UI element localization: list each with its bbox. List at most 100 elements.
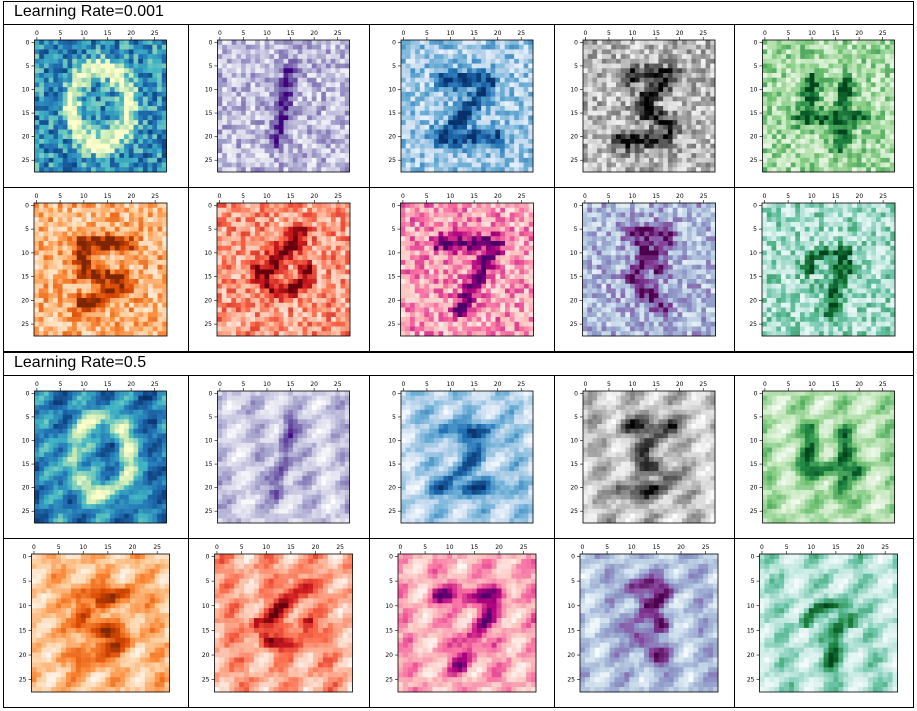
heatmap-cell [250,115,256,121]
heatmap-cell [288,157,294,163]
heatmap-cell [72,331,78,337]
x-tick-label: 0 [35,30,39,37]
heatmap-cell [602,148,608,154]
heatmap-cell [461,139,467,145]
heatmap-cell [476,120,482,126]
x-tick-label: 25 [517,30,525,37]
heatmap-cell [710,167,716,173]
heatmap-cell [48,255,54,261]
heatmap-cell [48,212,54,218]
heatmap-cell [283,124,289,130]
heatmap-cell [852,96,858,102]
heatmap-cell [400,162,406,168]
heatmap-cell [105,269,111,275]
heatmap-cell [67,302,73,308]
heatmap-cell [143,203,149,209]
heatmap-cell [616,167,622,173]
heatmap-cell [781,49,787,55]
heatmap-cell [856,110,862,116]
heatmap-cell [105,312,111,318]
heatmap-cell [264,91,270,97]
heatmap-cell [691,73,697,79]
heatmap-cell [152,217,158,223]
heatmap-cell [283,115,289,121]
heatmap-cell [72,110,78,116]
heatmap-cell [494,40,500,46]
heatmap-cell [72,236,78,242]
heatmap-cell [767,134,773,140]
heatmap-cell [635,148,641,154]
heatmap-cell [91,63,97,69]
heatmap-cell [701,63,707,69]
heatmap-cell [856,153,862,159]
heatmap-cell [110,260,116,266]
heatmap-cell [410,148,416,154]
heatmap-cell [48,129,54,135]
heatmap-cell [39,40,45,46]
heatmap-cell [100,222,106,228]
heatmap-cell [433,73,439,79]
heatmap-cell [776,110,782,116]
heatmap-cell [114,82,120,88]
heatmap-cell [691,153,697,159]
heatmap-cell [91,302,97,308]
heatmap-cell [823,101,829,107]
heatmap-cell [250,49,256,55]
heatmap-cell [875,44,881,50]
heatmap-cell [162,302,168,308]
heatmap-cell [410,162,416,168]
heatmap-cell [494,44,500,50]
heatmap-cell [800,143,806,149]
heatmap-cell [58,44,64,50]
heatmap-cell [161,106,167,112]
heatmap-cell [654,120,660,126]
heatmap-cell [129,269,135,275]
heatmap-cell [67,40,73,46]
heatmap-cell [461,40,467,46]
heatmap-cell [443,87,449,93]
heatmap-cell [297,167,303,173]
heatmap-cell [457,54,463,60]
heatmap-cell [306,143,312,149]
heatmap-cell [480,115,486,121]
panel-row: 0 5 10 15 20 25 0 5 10 15 20 25 0 5 10 15 20 25 0 5 10 15 20 25… [3,188,914,352]
heatmap-cell [833,148,839,154]
heatmap-cell [583,44,589,50]
heatmap-cell [405,63,411,69]
heatmap-cell [311,124,317,130]
heatmap-cell [339,143,345,149]
heatmap-cell [776,106,782,112]
heatmap-cell [866,167,872,173]
heatmap-cell [222,58,228,64]
heatmap-cell [410,87,416,93]
heatmap-cell [67,124,73,130]
heatmap-cell [410,96,416,102]
heatmap-cell [457,87,463,93]
heatmap-cell [67,236,73,242]
heatmap-cell [142,54,148,60]
heatmap-cell [53,283,59,289]
heatmap-cell [852,153,858,159]
heatmap-cell [259,212,265,218]
heatmap-cell [471,124,477,130]
heatmap-cell [805,49,811,55]
heatmap-cell [143,312,149,318]
heatmap-cell [433,162,439,168]
heatmap-cell [129,283,135,289]
heatmap-cell [452,139,458,145]
heatmap-cell [668,115,674,121]
heatmap-cell [781,77,787,83]
heatmap-cell [602,49,608,55]
heatmap-cell [842,124,848,130]
heatmap-cell [110,217,116,223]
heatmap-cell [875,63,881,69]
heatmap-cell [616,63,622,69]
heatmap-cell [95,143,101,149]
heatmap-cell [443,129,449,135]
heatmap-cell [236,139,242,145]
heatmap-cell [438,134,444,140]
heatmap-cell [76,134,82,140]
heatmap-cell [43,167,49,173]
heatmap-cell [43,241,49,247]
heatmap-cell [254,217,260,223]
